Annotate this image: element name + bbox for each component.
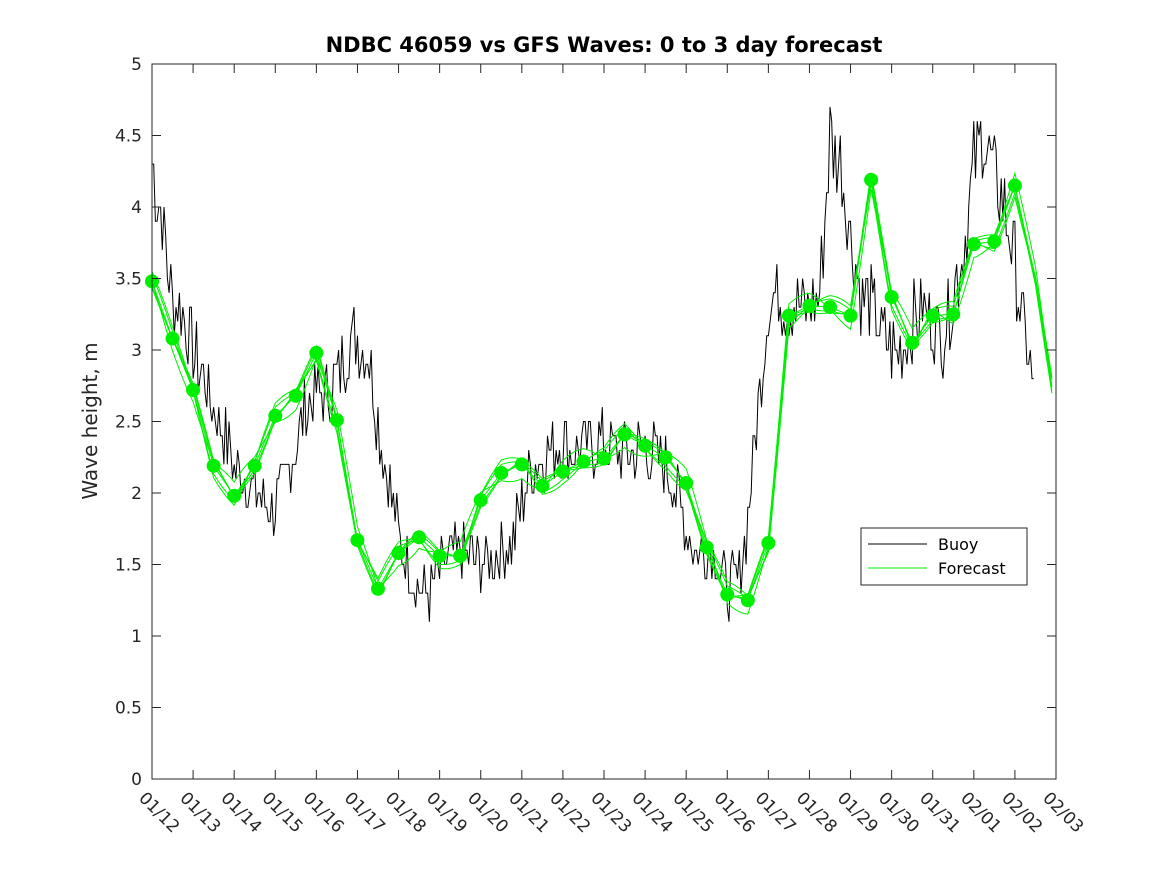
forecast-marker: [946, 307, 961, 322]
forecast-marker: [186, 383, 201, 398]
y-tick-label: 0.5: [115, 699, 142, 719]
forecast-marker: [535, 478, 550, 493]
forecast-marker: [864, 172, 879, 187]
chart-title: NDBC 46059 vs GFS Waves: 0 to 3 day fore…: [326, 33, 883, 57]
forecast-marker: [843, 308, 858, 323]
forecast-marker: [227, 488, 242, 503]
forecast-marker: [1007, 178, 1022, 193]
y-tick-label: 3.5: [115, 270, 142, 290]
y-tick-label: 5: [131, 55, 142, 75]
forecast-marker: [679, 475, 694, 490]
y-tick-label: 4.5: [115, 127, 142, 147]
y-tick-label: 0: [131, 770, 142, 790]
forecast-marker: [268, 408, 283, 423]
forecast-marker: [453, 548, 468, 563]
forecast-marker: [966, 237, 981, 252]
forecast-marker: [576, 454, 591, 469]
forecast-marker: [288, 388, 303, 403]
forecast-markers: [145, 172, 1022, 608]
y-tick-label: 1: [131, 627, 142, 647]
forecast-marker: [309, 345, 324, 360]
forecast-marker: [329, 413, 344, 428]
forecast-marker: [720, 587, 735, 602]
forecast-marker: [412, 530, 427, 545]
forecast-marker: [350, 533, 365, 548]
forecast-marker: [247, 458, 262, 473]
legend: Buoy Forecast: [860, 527, 1028, 586]
legend-box: [860, 527, 1028, 586]
forecast-marker: [905, 335, 920, 350]
y-tick-label: 1.5: [115, 556, 142, 576]
forecast-line: [151, 183, 1053, 600]
y-axis: 0 0.5 1 1.5 2 2.5 3 3.5 4 4.5 5: [115, 55, 1056, 790]
forecast-marker: [823, 300, 837, 315]
forecast-marker: [494, 465, 509, 480]
forecast-marker: [597, 451, 611, 466]
forecast-marker: [740, 593, 755, 608]
y-tick-label: 2: [131, 484, 142, 504]
y-axis-label: Wave height, m: [78, 342, 102, 499]
forecast-marker: [781, 308, 796, 323]
axes-background: [152, 64, 1056, 779]
forecast-marker: [555, 464, 570, 479]
plot-area: [152, 64, 1056, 779]
legend-buoy-label: Buoy: [938, 535, 978, 554]
forecast-marker: [699, 540, 714, 555]
legend-forecast-label: Forecast: [938, 559, 1006, 578]
forecast-marker: [473, 493, 488, 508]
forecast-marker: [987, 234, 1002, 249]
forecast-marker: [638, 438, 653, 453]
forecast-marker: [514, 457, 529, 472]
forecast-marker: [761, 536, 776, 551]
forecast-marker: [206, 458, 221, 473]
forecast-marker: [925, 308, 940, 323]
forecast-marker: [802, 298, 817, 313]
forecast-marker: [371, 581, 385, 596]
y-tick-label: 3: [131, 341, 142, 361]
y-tick-label: 4: [131, 198, 142, 218]
y-tick-label: 2.5: [115, 413, 142, 433]
forecast-marker: [617, 427, 632, 442]
forecast-marker: [658, 450, 673, 465]
forecast-marker: [884, 290, 899, 305]
forecast-marker: [391, 546, 406, 561]
forecast-marker: [165, 331, 180, 346]
forecast-marker: [432, 548, 447, 563]
